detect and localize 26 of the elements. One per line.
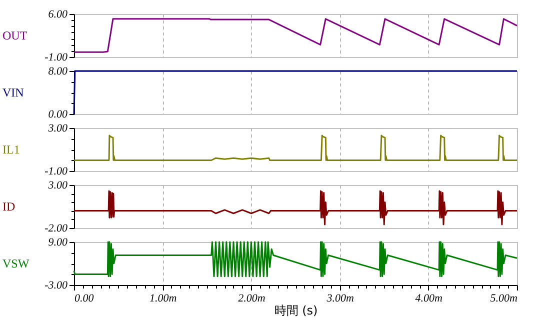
x-tick-label: 5.00m bbox=[490, 292, 518, 304]
x-tick-label: 1.00m bbox=[150, 292, 177, 304]
line-series bbox=[73, 134, 518, 161]
line-series bbox=[73, 18, 518, 53]
y-axis-title: IL1 bbox=[2, 142, 20, 156]
y-tick-label: -3.00 bbox=[44, 280, 68, 292]
x-tick-label: 3.00m bbox=[326, 292, 354, 304]
y-tick-label: 9.00 bbox=[48, 236, 68, 248]
x-axis-title: 時間 (s) bbox=[274, 304, 318, 318]
y-axis-title: VIN bbox=[2, 86, 24, 100]
x-tick-label: 2.00m bbox=[238, 292, 266, 304]
x-tick-label: 0.00 bbox=[74, 292, 94, 304]
y-tick-label: -1.00 bbox=[44, 166, 68, 178]
y-tick-label: 6.00 bbox=[48, 8, 68, 20]
line-series bbox=[73, 241, 518, 278]
y-tick-label: 0.00 bbox=[48, 108, 68, 120]
y-tick-label: -2.00 bbox=[44, 222, 68, 234]
y-axis-title: OUT bbox=[2, 28, 28, 42]
line-series bbox=[73, 190, 518, 226]
y-axis-title: ID bbox=[2, 200, 16, 214]
y-tick-label: 3.00 bbox=[47, 122, 68, 134]
y-tick-label: 3.00 bbox=[47, 180, 68, 192]
y-axis-title: VSW bbox=[2, 256, 30, 270]
y-tick-label: 8.00 bbox=[48, 66, 68, 78]
y-tick-label: -1.00 bbox=[44, 52, 68, 64]
x-tick-label: 4.00m bbox=[415, 292, 443, 304]
